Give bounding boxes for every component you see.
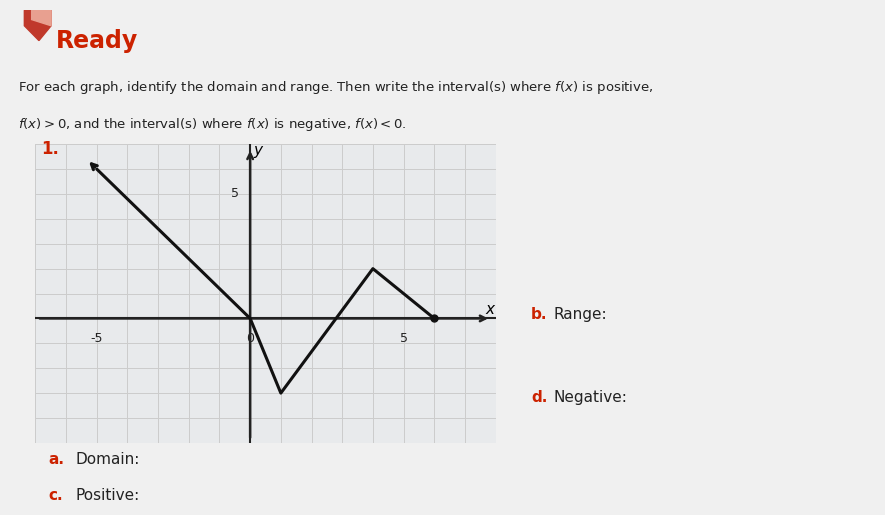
Text: x: x: [485, 302, 494, 317]
Polygon shape: [32, 10, 51, 26]
Text: Positive:: Positive:: [75, 488, 140, 503]
Polygon shape: [25, 10, 51, 41]
Text: Ready: Ready: [56, 29, 138, 53]
Text: For each graph, identify the domain and range. Then write the interval(s) where : For each graph, identify the domain and …: [18, 79, 653, 96]
Text: $f(x) > 0$, and the interval(s) where $f(x)$ is negative, $f(x) < 0$.: $f(x) > 0$, and the interval(s) where $f…: [18, 116, 406, 133]
Text: -5: -5: [90, 332, 103, 345]
Text: Range:: Range:: [553, 307, 607, 322]
Text: Negative:: Negative:: [553, 390, 627, 405]
Text: y: y: [253, 143, 262, 158]
Text: c.: c.: [49, 488, 64, 503]
Text: b.: b.: [531, 307, 548, 322]
Text: 5: 5: [231, 187, 240, 200]
Text: d.: d.: [531, 390, 548, 405]
Text: 5: 5: [399, 332, 408, 345]
Text: 1.: 1.: [42, 140, 59, 158]
Text: Domain:: Domain:: [75, 452, 140, 467]
Text: a.: a.: [49, 452, 65, 467]
Text: 0: 0: [246, 332, 254, 345]
